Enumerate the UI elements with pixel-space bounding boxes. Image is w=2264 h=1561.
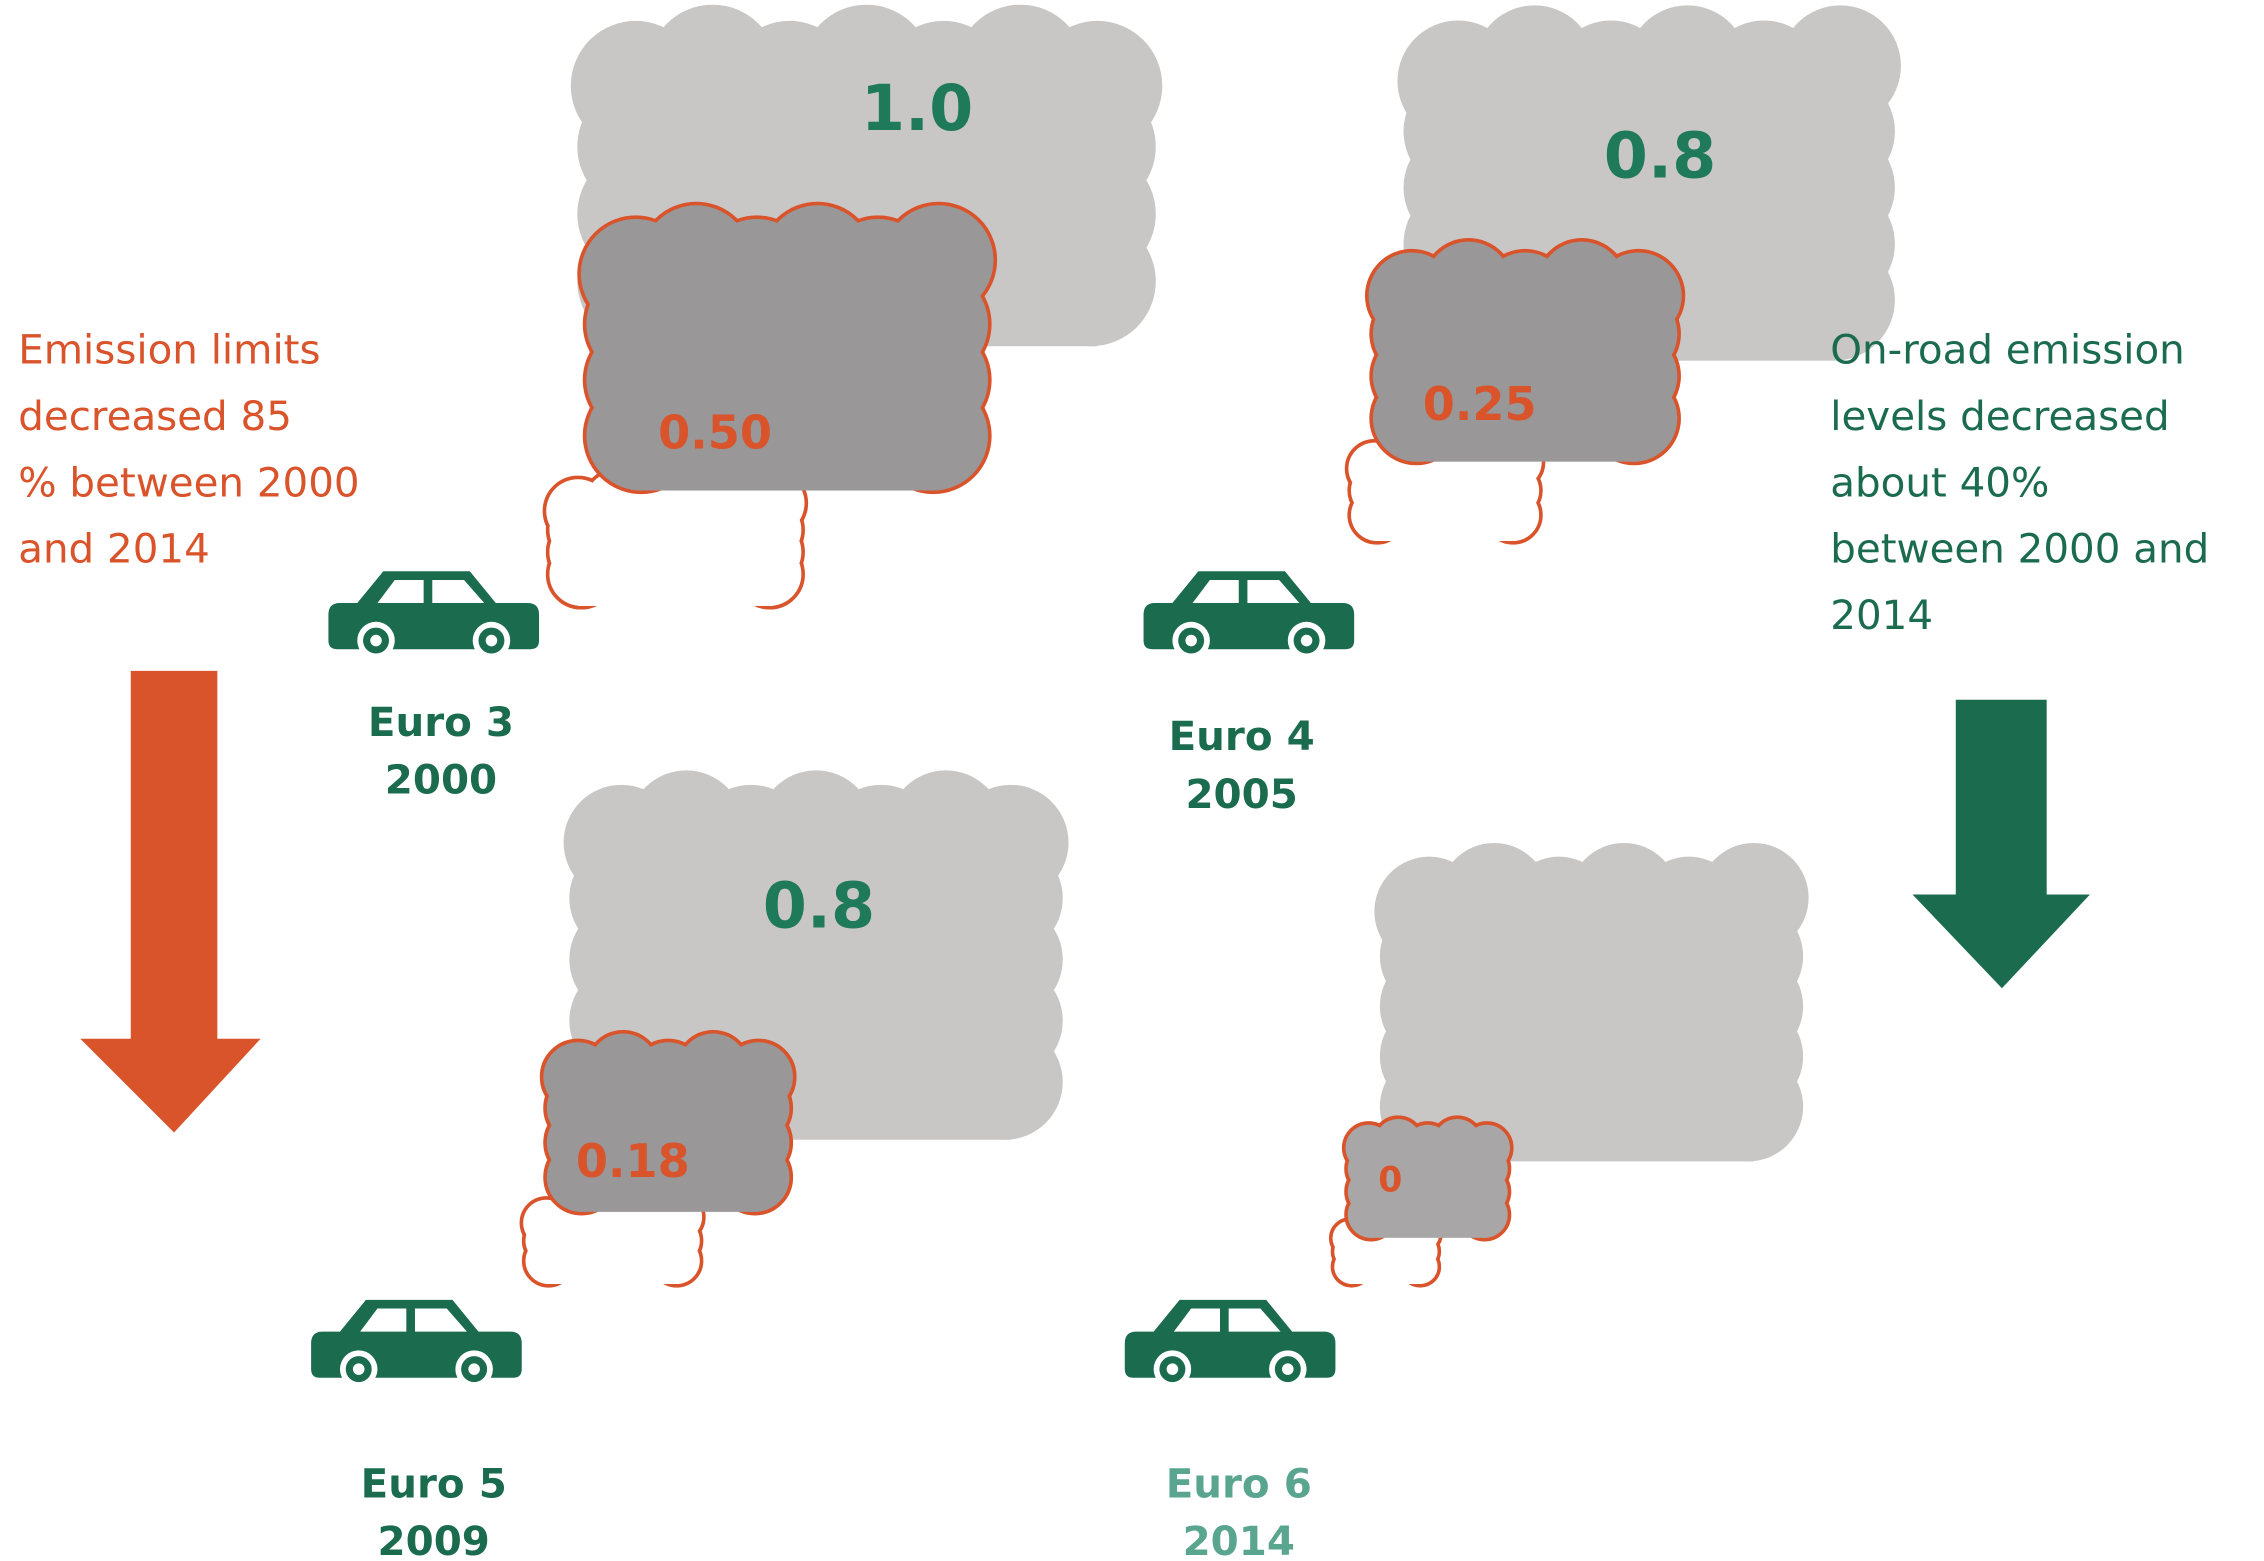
car (1144, 571, 1355, 659)
page: Euro emission standards {"left_note": {"… (0, 0, 2264, 1561)
on-road-value: 0.8 (763, 869, 875, 943)
year-label: 2000 (385, 756, 497, 803)
year-label: 2009 (378, 1518, 490, 1561)
limit-value: 0 (1378, 1161, 1402, 1201)
year-label: 2014 (1183, 1518, 1295, 1561)
cloud-body (578, 508, 773, 606)
note-line: Emission limits (18, 327, 320, 374)
body: Emission limits decreased 85 % between 200… (0, 0, 2264, 1561)
cloud-body (1350, 1236, 1422, 1284)
car (1125, 1300, 1336, 1388)
infographic: Emission limits decreased 85 % between 200… (0, 0, 2264, 1561)
cloud (581, 205, 994, 490)
cloud-body (546, 1221, 679, 1284)
limit-value: 0.50 (658, 406, 772, 460)
note-line: On-road emission (1830, 327, 2185, 374)
year-label: 2005 (1185, 771, 1297, 818)
car (328, 571, 539, 659)
on-road-value: 1.0 (861, 71, 973, 145)
note-line: decreased 85 (18, 393, 292, 440)
limit-value: 0.25 (1423, 377, 1537, 431)
note-line: and 2014 (18, 526, 210, 573)
on-road-arrow (1913, 700, 2090, 989)
note-line: levels decreased (1830, 393, 2169, 440)
note-line: % between 2000 (18, 459, 359, 506)
standard-label: Euro 4 (1169, 713, 1315, 760)
note-line: 2014 (1830, 592, 1933, 639)
cloud-body (1374, 466, 1515, 541)
cloud (546, 471, 804, 606)
car (311, 1300, 522, 1388)
standard-label: Euro 3 (368, 699, 514, 746)
limit-value: 0.18 (576, 1134, 690, 1188)
standard-label: Euro 6 (1166, 1461, 1312, 1508)
limits-arrow (80, 671, 260, 1133)
cloud (1374, 843, 1808, 1161)
standard-label: Euro 5 (361, 1461, 507, 1508)
note-line: about 40% (1830, 459, 2049, 506)
note-line: between 2000 and (1830, 526, 2209, 573)
on-road-value: 0.8 (1604, 118, 1716, 192)
cloud (1346, 1119, 1510, 1238)
